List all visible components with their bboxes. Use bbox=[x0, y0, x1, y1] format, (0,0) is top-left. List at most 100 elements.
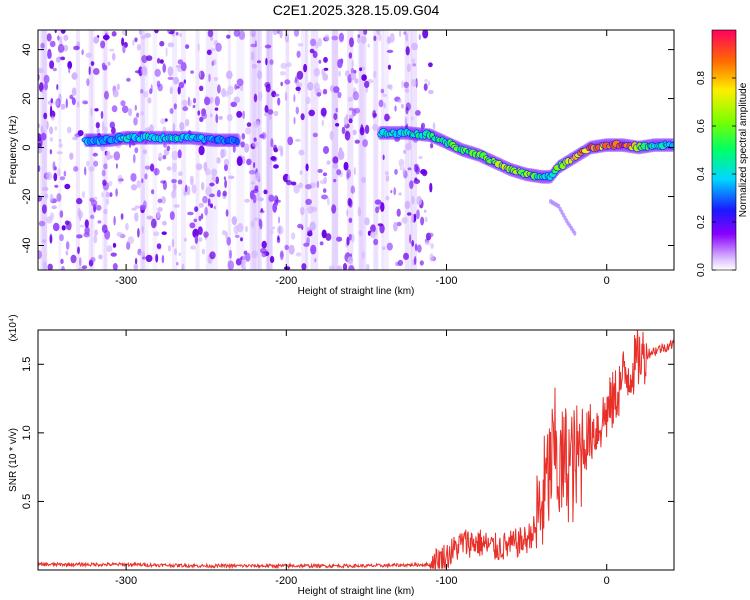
noise-blob bbox=[167, 66, 174, 77]
noise-blob bbox=[141, 178, 144, 184]
noise-blob bbox=[60, 103, 66, 110]
noise-blob bbox=[126, 77, 131, 82]
noise-blob bbox=[225, 231, 228, 239]
noise-blob bbox=[40, 132, 47, 141]
noise-blob bbox=[227, 85, 234, 95]
noise-blob bbox=[117, 174, 123, 184]
noise-blob bbox=[399, 30, 402, 38]
noise-blob bbox=[268, 113, 272, 121]
snr-x-label: Height of straight line (km) bbox=[298, 586, 415, 597]
noise-blob bbox=[343, 161, 349, 171]
noise-blob bbox=[198, 237, 203, 242]
noise-blob bbox=[185, 118, 190, 127]
noise-blob bbox=[410, 116, 414, 121]
noise-blob bbox=[293, 184, 300, 194]
noise-blob bbox=[279, 30, 283, 39]
noise-blob bbox=[393, 221, 398, 232]
noise-blob bbox=[272, 30, 278, 36]
colorbar-gradient bbox=[711, 29, 737, 271]
noise-blob bbox=[404, 200, 411, 210]
noise-blob bbox=[156, 243, 162, 249]
noise-blob bbox=[258, 91, 263, 101]
noise-blob bbox=[429, 253, 434, 262]
noise-blob bbox=[403, 149, 407, 154]
noise-blob bbox=[243, 250, 248, 255]
noise-blob bbox=[397, 259, 404, 266]
noise-blob bbox=[357, 206, 362, 217]
noise-blob bbox=[411, 79, 417, 87]
noise-blob bbox=[54, 99, 60, 107]
noise-blob bbox=[424, 216, 428, 223]
noise-blob bbox=[382, 93, 388, 97]
noise-blob bbox=[363, 30, 368, 35]
noise-blob bbox=[226, 70, 233, 80]
noise-blob bbox=[101, 169, 106, 177]
snr-plot-area bbox=[38, 330, 674, 570]
noise-blob bbox=[303, 63, 308, 73]
noise-blob bbox=[120, 213, 124, 220]
noise-blob bbox=[280, 62, 288, 69]
noise-blob bbox=[199, 85, 204, 92]
noise-blob bbox=[269, 255, 275, 264]
noise-blob bbox=[93, 36, 100, 44]
noise-blob bbox=[351, 233, 355, 243]
noise-blob bbox=[277, 145, 284, 151]
noise-blob bbox=[240, 141, 245, 148]
noise-blob bbox=[287, 136, 294, 146]
noise-blob bbox=[112, 52, 116, 61]
noise-blob bbox=[405, 143, 412, 151]
noise-blob bbox=[231, 216, 237, 226]
noise-blob bbox=[122, 44, 126, 54]
noise-blob bbox=[428, 62, 433, 68]
noise-blob bbox=[422, 30, 429, 39]
noise-blob bbox=[81, 49, 84, 56]
snr-y-label: SNR (10 * v/v) bbox=[8, 428, 19, 492]
noise-blob bbox=[251, 250, 258, 259]
noise-streak bbox=[266, 30, 273, 270]
noise-blob bbox=[348, 52, 353, 59]
noise-blob bbox=[100, 111, 104, 119]
noise-blob bbox=[194, 206, 199, 213]
noise-blob bbox=[112, 263, 118, 270]
noise-blob bbox=[216, 189, 221, 198]
noise-blob bbox=[226, 34, 231, 39]
noise-blob bbox=[110, 252, 117, 257]
noise-blob bbox=[264, 112, 269, 117]
noise-blob bbox=[73, 45, 80, 51]
noise-blob bbox=[211, 176, 217, 182]
noise-blob bbox=[49, 40, 56, 48]
noise-blob bbox=[144, 165, 151, 170]
noise-blob bbox=[233, 96, 241, 104]
noise-blob bbox=[190, 245, 196, 250]
noise-blob bbox=[364, 217, 370, 226]
noise-blob bbox=[113, 151, 121, 161]
noise-blob bbox=[90, 214, 95, 219]
noise-blob bbox=[130, 184, 138, 191]
noise-blob bbox=[96, 128, 100, 134]
noise-blob bbox=[210, 36, 214, 41]
noise-streak bbox=[331, 30, 338, 270]
noise-blob bbox=[339, 32, 344, 42]
noise-blob bbox=[128, 108, 133, 117]
noise-blob bbox=[189, 222, 196, 229]
noise-blob bbox=[361, 176, 366, 184]
noise-blob bbox=[180, 62, 187, 72]
noise-blob bbox=[133, 117, 138, 126]
noise-blob bbox=[41, 204, 47, 214]
noise-blob bbox=[64, 183, 71, 190]
noise-blob bbox=[235, 258, 242, 266]
noise-blob bbox=[273, 164, 279, 169]
noise-blob bbox=[373, 35, 377, 42]
noise-blob bbox=[38, 165, 41, 172]
noise-blob bbox=[76, 197, 83, 205]
noise-blob bbox=[386, 49, 394, 54]
noise-blob bbox=[134, 37, 138, 43]
noise-blob bbox=[208, 73, 211, 83]
noise-blob bbox=[145, 127, 151, 132]
noise-blob bbox=[98, 254, 103, 260]
noise-blob bbox=[49, 60, 55, 69]
noise-blob bbox=[272, 226, 276, 230]
colorbar-tick-label: 0.0 bbox=[696, 263, 707, 277]
noise-blob bbox=[136, 44, 141, 51]
